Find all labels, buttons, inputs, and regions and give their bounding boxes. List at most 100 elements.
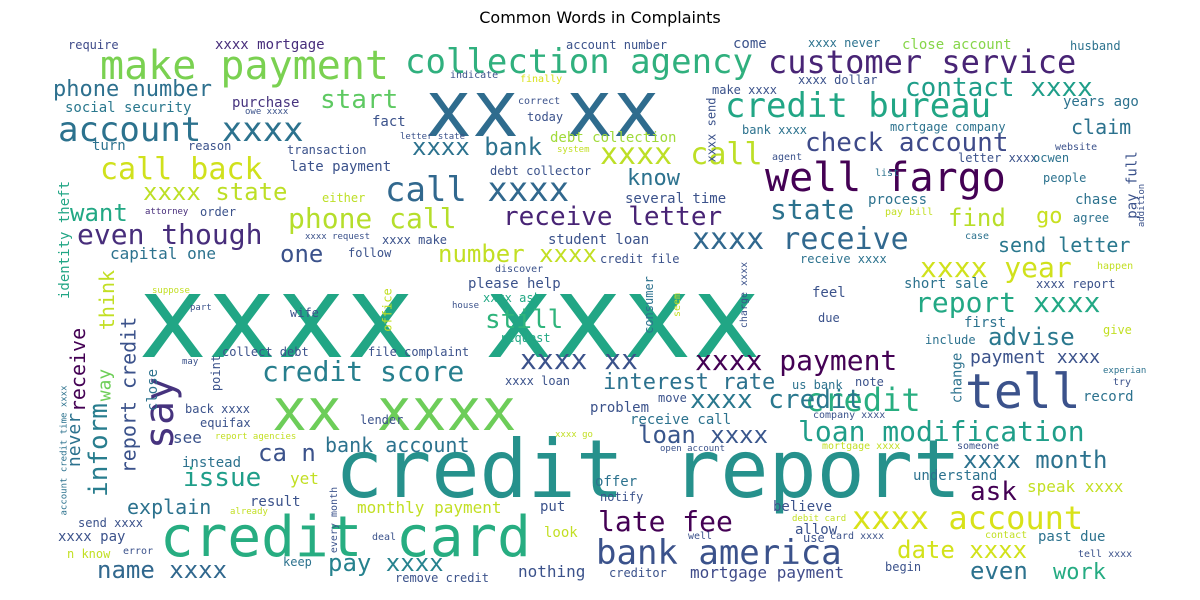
word-xxxx-dollar: xxxx dollar — [798, 73, 878, 87]
word-offer: offer — [595, 474, 638, 490]
word-explain: explain — [127, 495, 212, 519]
word-even-though: even though — [77, 218, 263, 251]
word-notify: notify — [600, 490, 644, 504]
word-company-xxxx: company xxxx — [813, 410, 886, 421]
word-remove-credit: remove credit — [395, 571, 489, 585]
word-pay-xxxx: pay xxxx — [328, 549, 444, 577]
word-pay-bill: pay bill — [885, 207, 934, 218]
word-deal: deal — [372, 532, 397, 543]
word-every-month: every month — [329, 486, 341, 554]
word-xxxx-loan: xxxx loan — [505, 374, 571, 388]
word-credit-card: credit card — [160, 505, 531, 570]
word-owe-xxxx: owe xxxx — [245, 106, 289, 117]
word-debt-collector: debt collector — [490, 164, 592, 178]
word-office: office — [380, 288, 395, 332]
word-state: state — [770, 193, 855, 226]
word-people: people — [1043, 171, 1087, 185]
word-account-credit-time-xxxx: account credit time xxxx — [59, 384, 70, 516]
word-xxxx-call: xxxx call — [600, 137, 763, 172]
word-call-xxxx: call xxxx — [385, 170, 570, 210]
word-transaction: transaction — [287, 143, 367, 157]
word-debt-collection: debt collection — [550, 130, 677, 146]
word-xxxx-receive: xxxx receive — [692, 222, 909, 257]
word-understand: understand — [913, 468, 998, 484]
word-creditor: creditor — [609, 566, 667, 580]
word-lender: lender — [360, 413, 404, 427]
word-claim: claim — [1071, 115, 1132, 139]
word-process: process — [868, 192, 928, 208]
word-due: due — [818, 311, 840, 325]
word-find: find — [948, 204, 1006, 232]
word-begin: begin — [885, 560, 922, 574]
word-experian: experian — [1103, 365, 1147, 376]
word-receive: receive — [66, 327, 91, 413]
word-credit-score: credit score — [262, 355, 465, 388]
word-someone: someone — [957, 441, 1000, 452]
word-xx-xxxx: xx xxxx — [272, 376, 517, 444]
word-suppose: suppose — [152, 285, 190, 296]
word-us-bank: us bank — [792, 378, 843, 392]
word-start: start — [320, 85, 399, 115]
word-xxxx-bank: xxxx bank — [412, 133, 543, 161]
word-bank-america: bank america — [596, 533, 842, 573]
word-charge-xxxx: charge xxxx — [739, 261, 751, 329]
word-indicate: indicate — [450, 70, 499, 81]
word-receive-xxxx: receive xxxx — [800, 252, 887, 266]
word-monthly-payment: monthly payment — [357, 498, 502, 517]
word-past-due: past due — [1038, 529, 1106, 545]
word-interest-rate: interest rate — [603, 370, 776, 395]
word-agree: agree — [1073, 211, 1110, 225]
word-date-xxxx: date xxxx — [897, 536, 1028, 564]
word-bank-account: bank account — [325, 433, 470, 457]
word-send-xxxx: send xxxx — [78, 516, 144, 530]
word-xxxx-ask: xxxx ask — [483, 291, 541, 305]
word-want: want — [70, 199, 128, 227]
word-letter-state: letter state — [400, 131, 466, 142]
word-record: record — [1083, 389, 1134, 405]
word-receive-call: receive call — [630, 412, 732, 428]
word-part: part — [190, 302, 212, 313]
word-identity-theft: identity theft — [57, 180, 74, 300]
word-already: already — [230, 506, 268, 517]
word-try: try — [1113, 377, 1132, 388]
word-well: well — [688, 531, 713, 542]
word-think: think — [95, 269, 120, 331]
word-mortgage-payment: mortgage payment — [690, 563, 845, 582]
word-collect-debt: collect debt — [222, 345, 309, 359]
word-first: first — [964, 315, 1007, 331]
word-house: house — [452, 300, 480, 311]
word-late-fee: late fee — [598, 505, 733, 538]
word-husband: husband — [1070, 39, 1121, 53]
word-wife: wife — [290, 306, 319, 320]
word-short-sale: short sale — [904, 276, 989, 292]
word-xxxx-xx: xxxx xx — [520, 343, 639, 376]
word-social-security: social security — [65, 100, 192, 116]
word-nothing: nothing — [518, 562, 586, 581]
word-point: point — [209, 354, 224, 392]
word-website: website — [1055, 142, 1098, 153]
word-close-account: close account — [902, 37, 1012, 53]
word-report-agencies: report agencies — [215, 431, 297, 442]
word-instead: instead — [182, 455, 242, 471]
word-xxxx-mortgage: xxxx mortgage — [215, 37, 325, 53]
word-loan-xxxx: loan xxxx — [638, 421, 769, 449]
word-letter-xxxx: letter xxxx — [958, 151, 1038, 165]
word-advise: advise — [988, 323, 1075, 351]
word-correct: correct — [518, 96, 561, 107]
word-give: give — [1103, 323, 1132, 337]
word-follow: follow — [348, 246, 392, 260]
word-well-fargo: well fargo — [765, 155, 1006, 201]
word-xxxx-account: xxxx account — [852, 499, 1084, 537]
word-credit-bureau: credit bureau — [725, 86, 992, 126]
word-account-xxxx: account xxxx — [58, 110, 304, 150]
word-xxxx-year: xxxx year — [920, 251, 1072, 284]
word-report-xxxx: report xxxx — [915, 286, 1101, 319]
word-collection-agency: collection agency — [405, 42, 753, 82]
word-fact: fact — [372, 114, 406, 130]
word-error: error — [123, 546, 154, 557]
word-change: change — [948, 352, 965, 404]
word-result: result — [250, 494, 301, 510]
word-list: list — [875, 168, 900, 179]
word-name-xxxx: name xxxx — [97, 556, 228, 584]
